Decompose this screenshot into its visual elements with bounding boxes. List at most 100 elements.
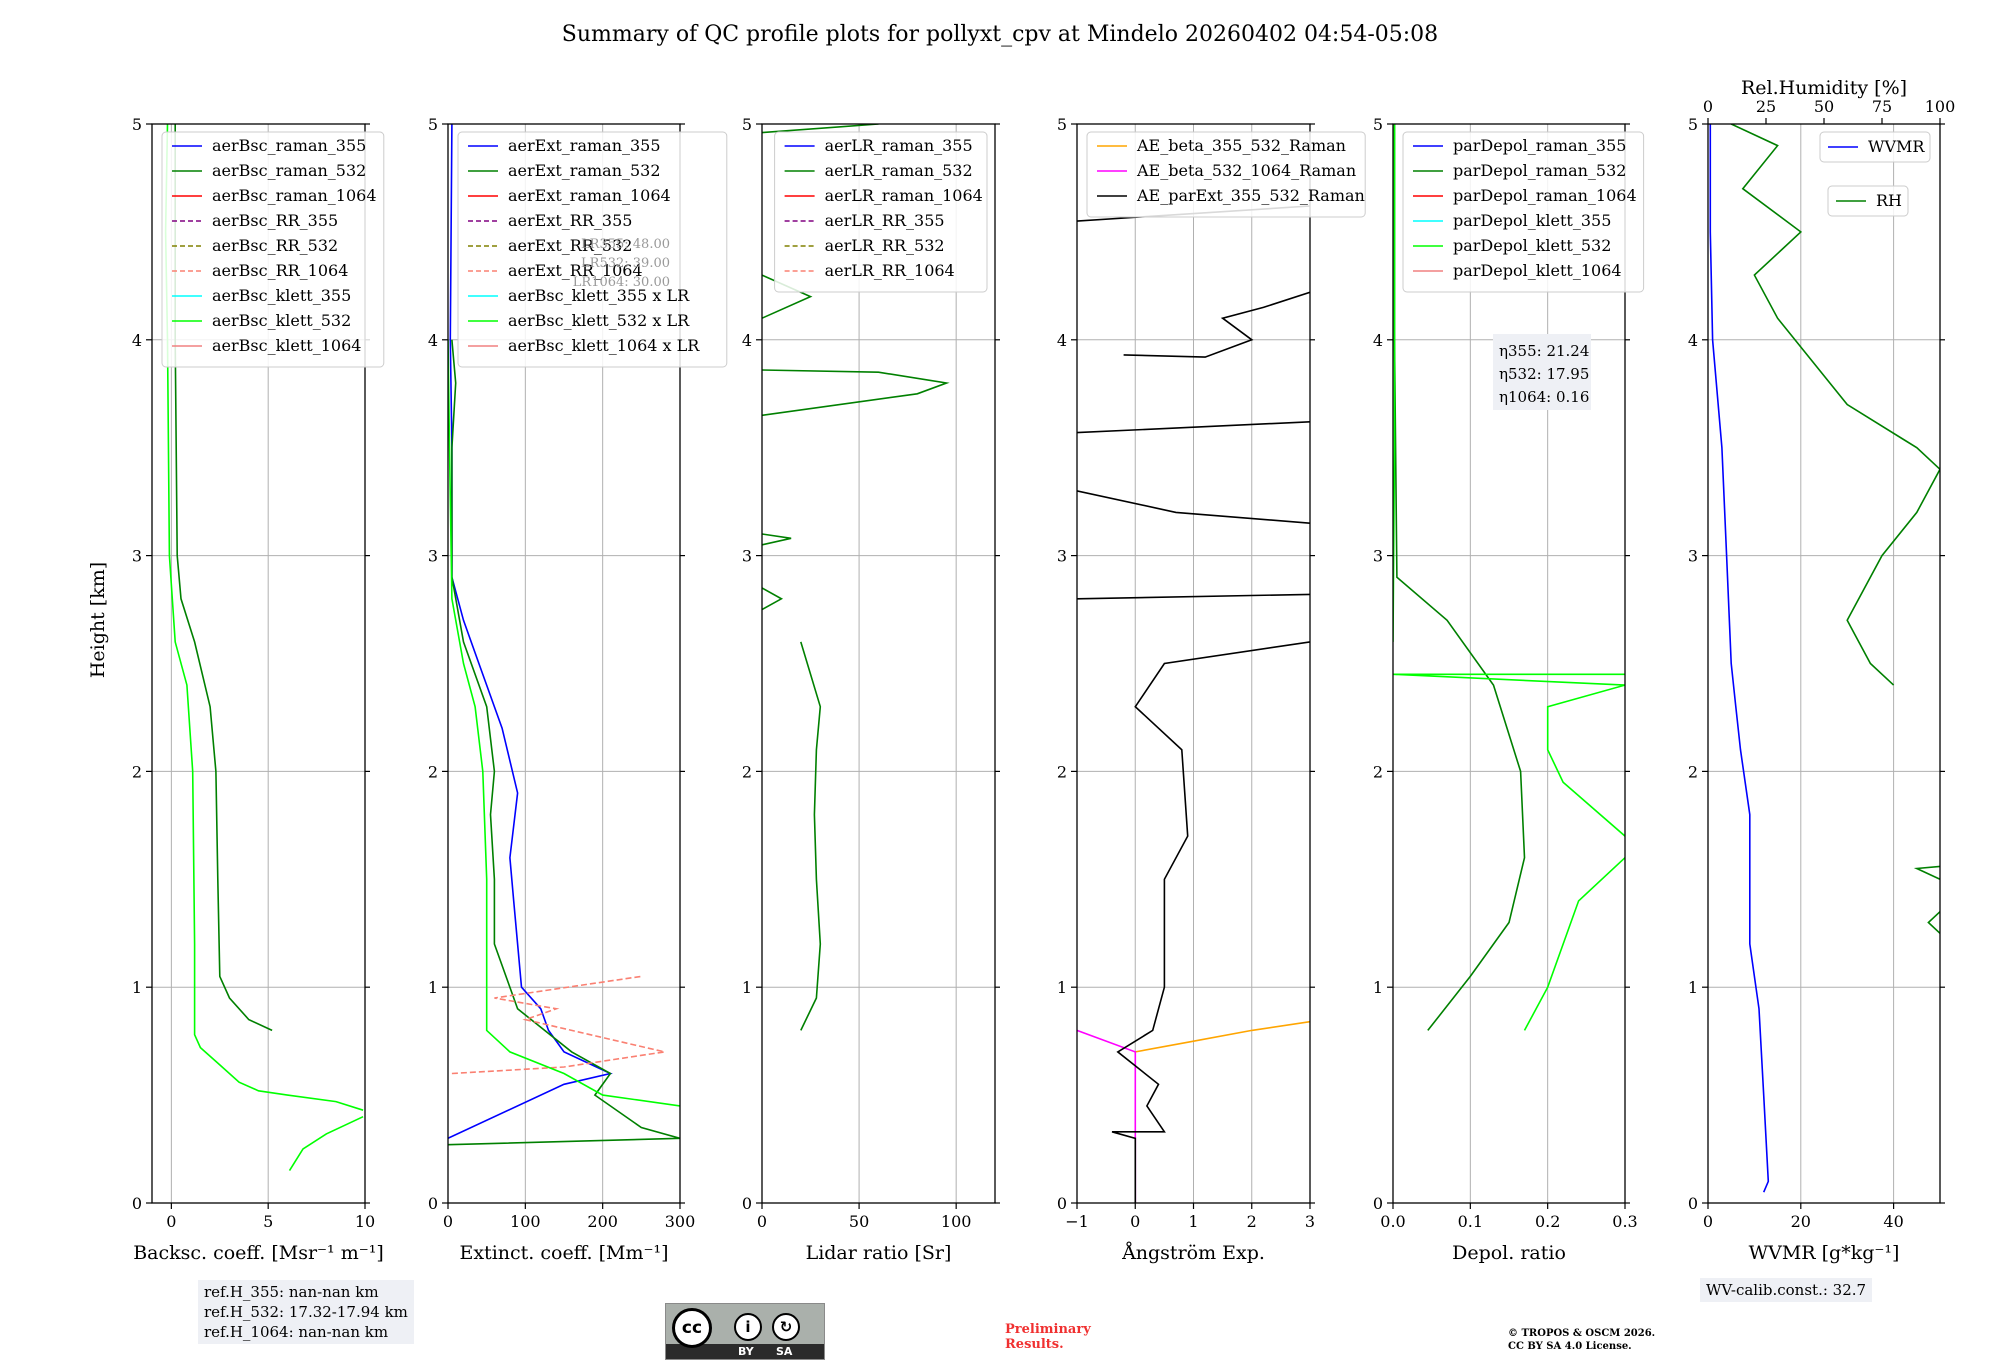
legend-label: aerLR_RR_1064 xyxy=(825,261,955,280)
x-tick-label: 0 xyxy=(443,1212,453,1231)
series-ae-beta-355-532-raman xyxy=(1135,1020,1310,1053)
series-rh-low- xyxy=(1927,911,1940,934)
y-tick-label: 4 xyxy=(132,331,142,350)
top-x-tick-label: 75 xyxy=(1872,97,1892,116)
series-rh xyxy=(1730,124,1940,686)
top-x-tick-label: 0 xyxy=(1703,97,1713,116)
panel-wvmr: 0 20 40 0 1 2 3 4 5 WVMR [g*kg⁻¹] 0 25 50 75 100 Rel.Hu… xyxy=(1688,77,1955,1264)
x-tick-label: 0 xyxy=(1130,1212,1140,1231)
y-tick-label: 5 xyxy=(132,115,142,134)
legend: aerBsc_raman_355 aerBsc_raman_532 aerBsc_r… xyxy=(161,131,385,368)
lr-annotation: LR1064: 30.00 xyxy=(573,275,670,290)
y-tick-label: 1 xyxy=(742,978,752,997)
legend-label: aerBsc_klett_355 xyxy=(212,286,351,305)
legend-label: aerExt_RR_532 xyxy=(508,236,632,255)
y-tick-label: 2 xyxy=(1373,762,1383,781)
legend-frame xyxy=(161,131,385,368)
copyright-line-1: © TROPOS & OSCM 2026. xyxy=(1508,1328,1656,1339)
x-tick-label: 40 xyxy=(1883,1212,1903,1231)
y-tick-label: 3 xyxy=(1057,547,1067,566)
y-tick-label: 5 xyxy=(1057,115,1067,134)
legend-label: parDepol_raman_1064 xyxy=(1453,186,1637,205)
legend-frame xyxy=(1819,131,1931,163)
panel-extinction: 0 100 200 300 0 1 2 3 4 5 Extinct. coeff. [Mm⁻¹] ae… xyxy=(428,115,728,1264)
copyright-note: © TROPOS & OSCM 2026. CC BY SA 4.0 Licen… xyxy=(1508,1327,1728,1353)
legend-label: RH xyxy=(1876,191,1902,210)
y-tick-label: 0 xyxy=(742,1194,752,1213)
y-tick-label: 1 xyxy=(1373,978,1383,997)
panel-lidar_ratio: 0 50 100 0 1 2 3 4 5 Lidar ratio [Sr] aerLR_raman_… xyxy=(742,115,1000,1264)
series-aerext-raman-532 xyxy=(448,339,680,1146)
y-tick-label: 4 xyxy=(1373,331,1383,350)
x-tick-label: 100 xyxy=(510,1212,541,1231)
preliminary-line-1: Preliminary xyxy=(1005,1322,1091,1337)
axes-frame xyxy=(1707,123,1941,1204)
y-tick-label: 4 xyxy=(428,331,438,350)
y-tick-label: 5 xyxy=(1688,115,1698,134)
series-group xyxy=(164,124,364,1172)
y-tick-label: 0 xyxy=(1373,1194,1383,1213)
legend-label: aerLR_raman_1064 xyxy=(825,186,983,205)
legend-label: AE_parExt_355_532_Raman xyxy=(1136,186,1365,205)
eta-box xyxy=(1493,334,1591,410)
legend-label: aerExt_raman_1064 xyxy=(508,186,671,205)
series-group xyxy=(762,124,950,1031)
legend-label: AE_beta_355_532_Raman xyxy=(1136,136,1346,155)
preliminary-line-2: Results. xyxy=(1005,1337,1064,1352)
legend: aerExt_raman_355 aerExt_raman_532 aerExt_r… xyxy=(457,131,728,368)
legend-label: aerBsc_raman_1064 xyxy=(212,186,377,205)
series-aerlr-raman-532-cap- xyxy=(762,124,879,134)
series-aerlr-raman-532 xyxy=(800,641,822,1031)
copyright-line-2: CC BY SA 4.0 License. xyxy=(1508,1341,1632,1352)
x-axis-label: WVMR [g*kg⁻¹] xyxy=(1749,1242,1900,1264)
legend-label: aerExt_RR_355 xyxy=(508,211,632,230)
series-aerbsc-klett-532 xyxy=(288,1115,364,1172)
series-aerext-rr-1064 xyxy=(451,975,665,1075)
top-x-axis-label: Rel.Humidity [%] xyxy=(1741,77,1907,99)
x-tick-label: 300 xyxy=(665,1212,696,1231)
panel-backscatter: 0 5 10 0 1 2 3 4 5 Backsc. coeff. [Msr⁻¹ m⁻¹] aerB… xyxy=(132,115,385,1264)
panel-depol: 0.0 0.1 0.2 0.3 0 1 2 3 4 5 Depol. ratio parDepol_r… xyxy=(1373,115,1645,1264)
legend-label: parDepol_klett_355 xyxy=(1453,211,1611,230)
y-tick-label: 0 xyxy=(132,1194,142,1213)
series-ae-parext-upper-1 xyxy=(1077,593,1310,600)
ref-height-1064: ref.H_1064: nan-nan km xyxy=(204,1323,389,1341)
series-aerlr-raman-532-upper- xyxy=(762,369,950,417)
legend-label: aerExt_raman_355 xyxy=(508,136,661,155)
legend-frame xyxy=(1827,185,1909,217)
x-tick-label: 3 xyxy=(1305,1212,1315,1231)
attribution-icon: i xyxy=(734,1313,762,1341)
y-tick-label: 2 xyxy=(1057,762,1067,781)
legend-label: aerBsc_klett_355 x LR xyxy=(508,286,690,305)
y-tick-label: 1 xyxy=(428,978,438,997)
series-aerlr-raman-532-low- xyxy=(762,587,784,611)
y-tick-label: 1 xyxy=(1688,978,1698,997)
series-wvmr xyxy=(1709,124,1770,1193)
y-tick-label: 0 xyxy=(1688,1194,1698,1213)
x-tick-label: 0 xyxy=(757,1212,767,1231)
preliminary-note: Preliminary Results. xyxy=(1005,1322,1125,1352)
wv-calib-const: WV-calib.const.: 32.7 xyxy=(1706,1281,1867,1299)
legend-label: parDepol_klett_532 xyxy=(1453,236,1611,255)
legend: WVMR RH xyxy=(1819,131,1931,217)
lr-annotation: LR355: 48.00 xyxy=(581,237,670,252)
y-tick-label: 5 xyxy=(428,115,438,134)
x-tick-label: 5 xyxy=(263,1212,273,1231)
ref-height-532: ref.H_532: 17.32-17.94 km xyxy=(204,1303,408,1321)
axes-frame xyxy=(447,123,681,1204)
series-ae-parext-upper-4 xyxy=(1123,291,1310,358)
series-rh-mid- xyxy=(1913,865,1940,881)
legend-label: aerBsc_raman_355 xyxy=(212,136,366,155)
y-tick-label: 2 xyxy=(132,762,142,781)
x-tick-label: 50 xyxy=(849,1212,869,1231)
legend-frame xyxy=(457,131,728,368)
series-pardepol-raman-532 xyxy=(1393,124,1526,1031)
y-tick-label: 4 xyxy=(742,331,752,350)
by-label: BY xyxy=(738,1345,754,1358)
series-pardepol-klett-532-upper- xyxy=(1393,673,1625,837)
legend-label: parDepol_raman_355 xyxy=(1453,136,1626,155)
wv-calib-box: WV-calib.const.: 32.7 xyxy=(1700,1278,1873,1302)
eta-annotation: η532: 17.95 xyxy=(1499,365,1589,383)
